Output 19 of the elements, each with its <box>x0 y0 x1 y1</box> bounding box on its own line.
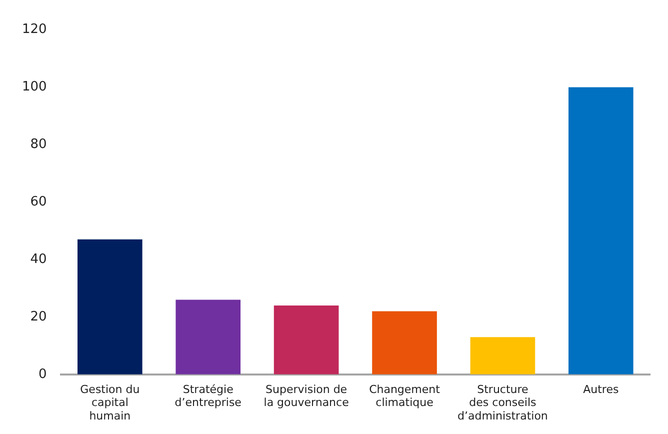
bar <box>372 311 437 374</box>
y-tick-label: 0 <box>38 366 47 382</box>
y-tick-label: 80 <box>30 137 47 152</box>
y-tick-label: 100 <box>22 80 47 95</box>
bar <box>568 87 634 374</box>
bar <box>78 239 142 374</box>
y-tick-label: 40 <box>30 252 47 267</box>
x-tick-label: Changement climatique <box>369 382 441 410</box>
y-tick-label: 120 <box>22 22 47 38</box>
bar <box>274 305 339 374</box>
x-tick-label: Stratégie d’entreprise <box>174 382 242 410</box>
x-tick-label: Supervision de la gouvernance <box>264 382 350 410</box>
bar <box>176 300 241 374</box>
y-tick-label: 20 <box>30 309 47 324</box>
y-tick-label: 60 <box>30 194 47 210</box>
bar <box>470 337 536 374</box>
x-tick-label: Gestion du capital humain <box>80 382 140 422</box>
x-tick-label: Structure des conseils d’administration <box>458 382 548 422</box>
x-tick-label: Autres <box>583 382 619 396</box>
